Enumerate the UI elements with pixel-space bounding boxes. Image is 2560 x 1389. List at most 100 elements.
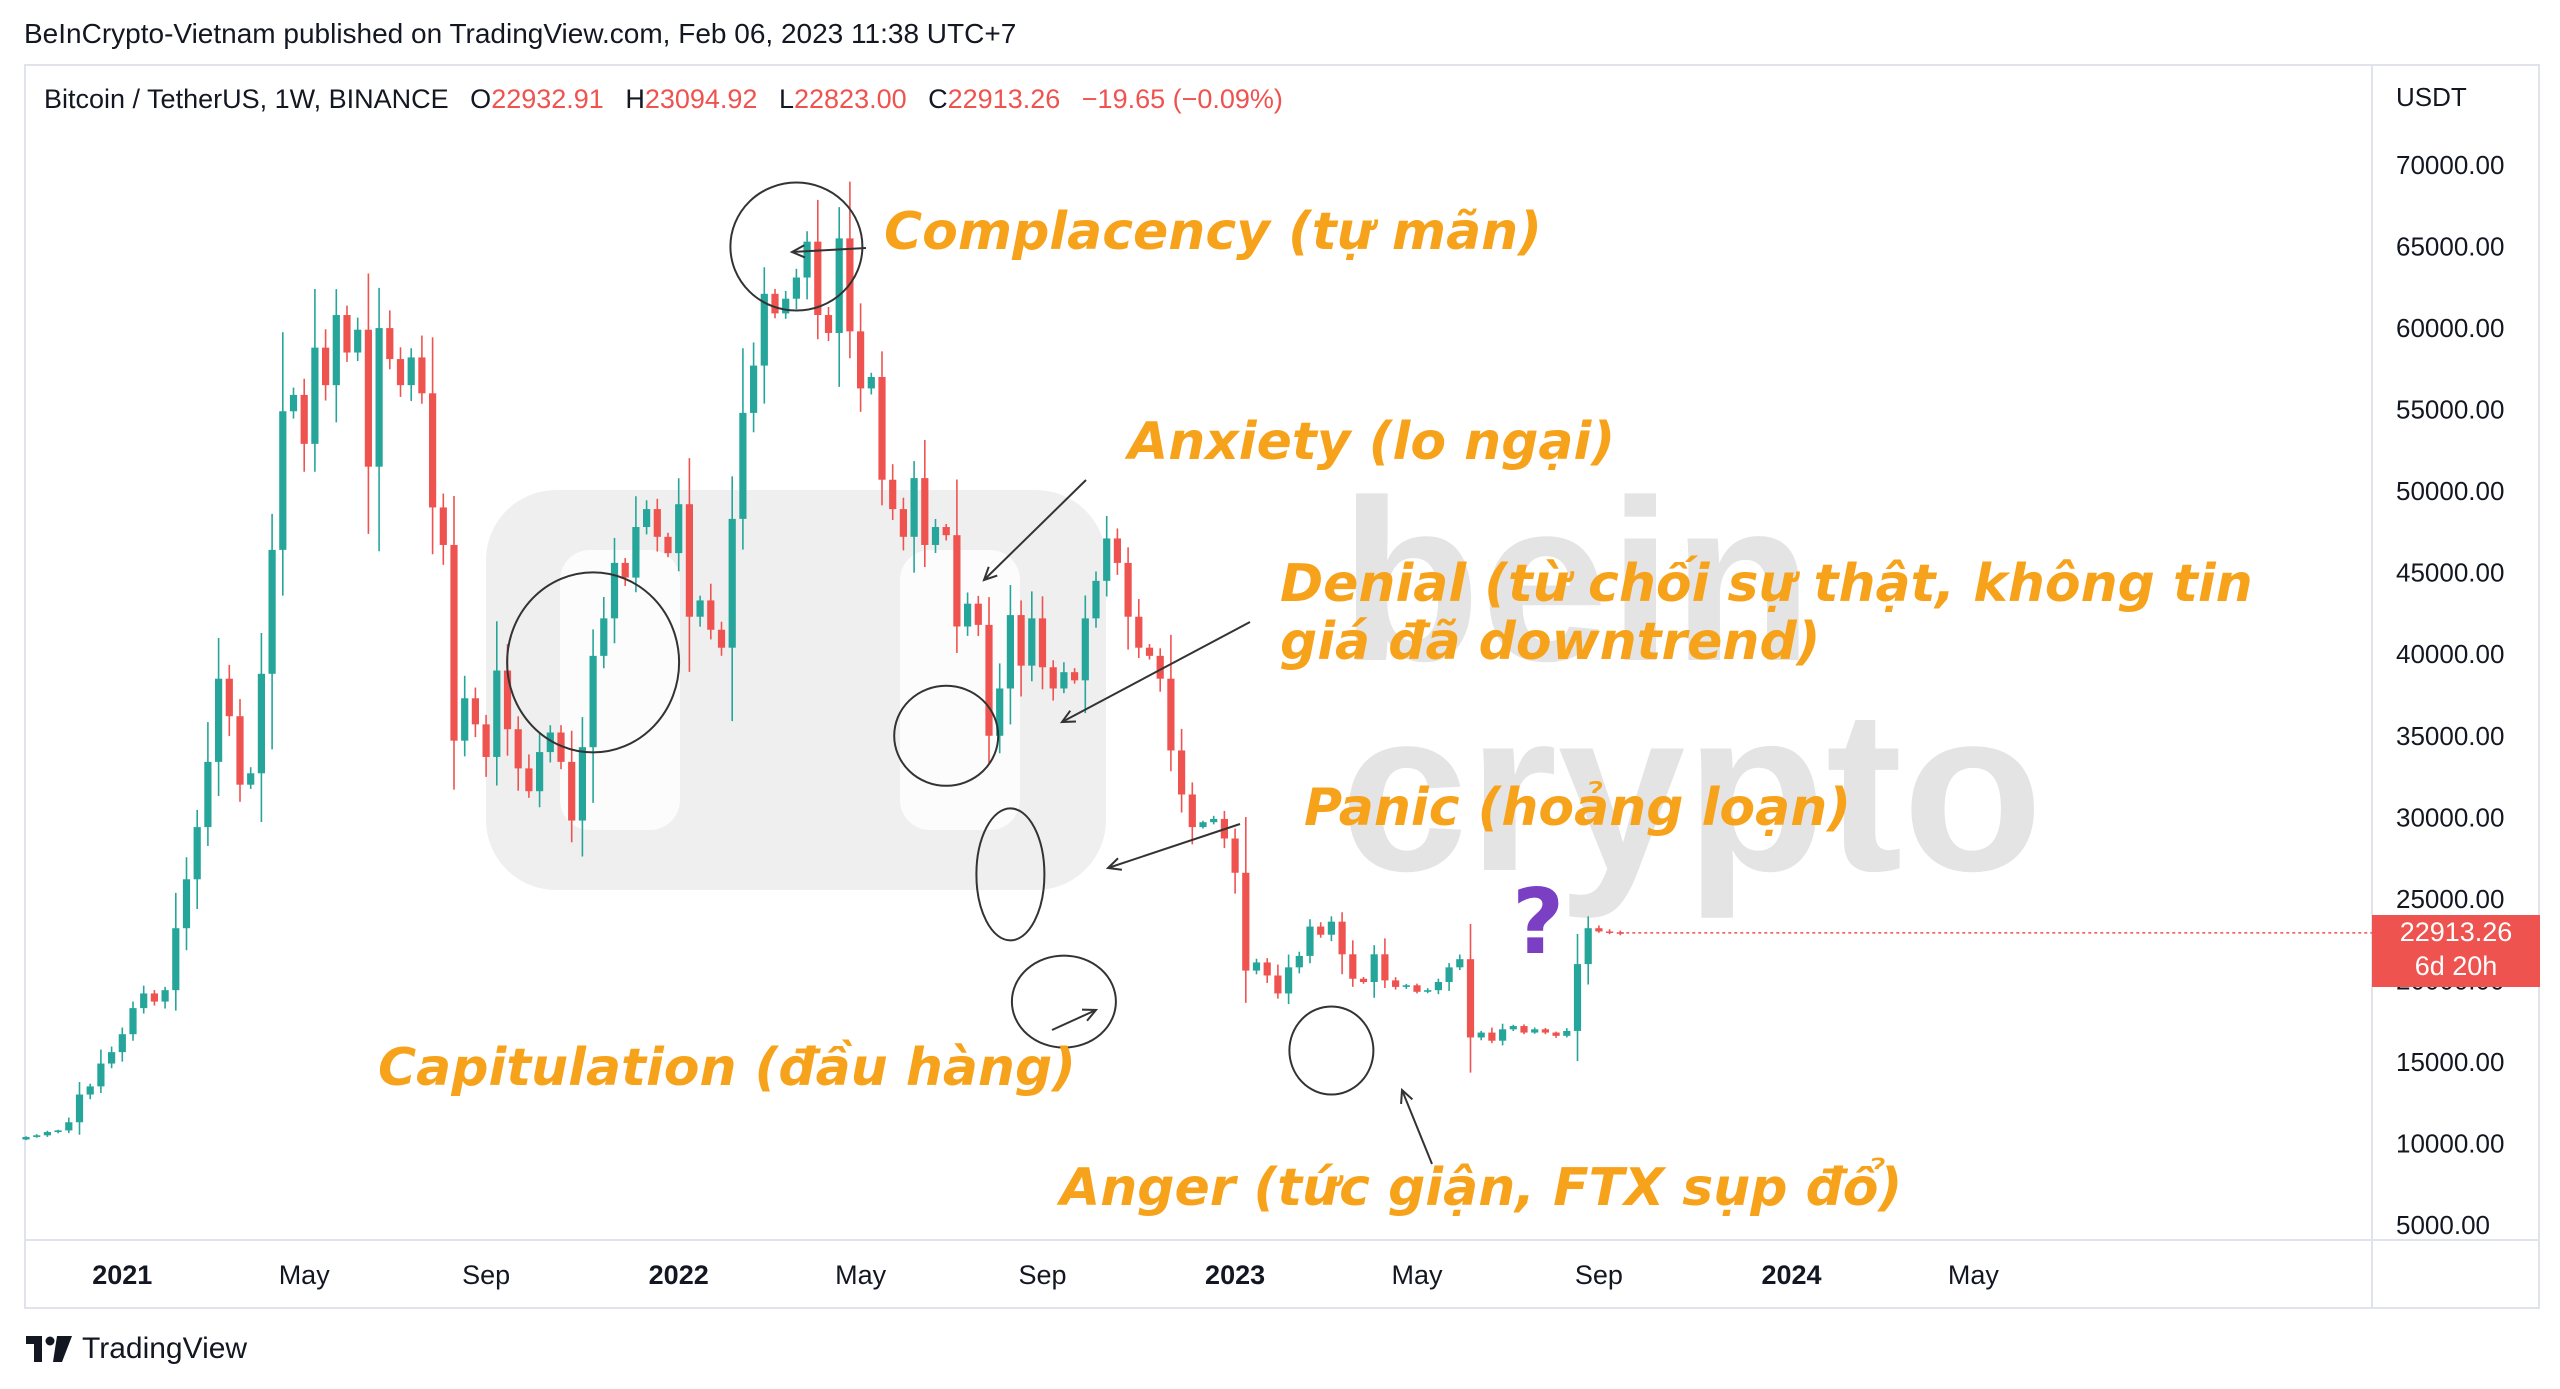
x-tick-label: May [1391,1260,1443,1290]
candle-body [964,603,972,627]
open-value: 22932.91 [491,84,604,114]
y-tick-label: 45000.00 [2396,558,2504,588]
candle-body [193,827,201,880]
candle-body [1477,1032,1485,1038]
candle-body [300,394,308,444]
candle-body [65,1122,73,1131]
candle-body [204,761,212,828]
candle-body [1178,750,1186,795]
candle-body [1188,794,1196,828]
candle-body [953,535,961,627]
candle-body [1145,647,1154,656]
candle-body [450,544,458,741]
arrow-line [1051,1009,1097,1031]
x-tick-label: May [279,1260,331,1290]
x-tick-label: May [835,1260,887,1290]
candle-body [343,315,351,353]
annotation-complacency: Complacency (tự mãn) [884,202,1542,262]
candle-body [43,1132,51,1136]
annotation-denial-line1: Denial (từ chối sự thật, không tin [1280,554,2253,614]
candle-body [22,1136,30,1140]
candle-body [643,509,651,528]
candle-body [546,732,554,753]
candle-body [771,293,779,314]
candle-body [1124,562,1132,617]
low-label: L [778,84,794,114]
candle-body [140,993,148,1009]
candle-body [1413,985,1421,992]
candle-body [557,732,565,762]
arrow-line [1061,621,1251,723]
candle-body [717,629,726,648]
candle-body [1199,822,1207,828]
candle-body [857,331,865,389]
highlight-circle [506,571,681,754]
x-tick-label: 2023 [1205,1260,1265,1290]
candle-body [1156,655,1164,679]
candle-body [461,698,469,741]
highlight-circle [893,684,1000,787]
candle-body [1295,955,1303,968]
candle-body [1092,580,1100,619]
candle-body [835,238,843,333]
arrow-head [1081,1008,1099,1022]
change-value: −19.65 (−0.09%) [1081,84,1283,114]
tradingview-footer[interactable]: TradingView [26,1332,247,1366]
candle-body [878,377,886,480]
arrow-line [1107,823,1241,869]
candle-body [247,773,255,785]
candle-body [1242,872,1250,971]
y-tick-label: 35000.00 [2396,721,2504,751]
candle-body [1167,678,1175,751]
candle-body [1049,667,1057,689]
candle-body [985,624,993,736]
x-tick-label: Sep [1575,1260,1623,1290]
annotation-panic: Panic (hoảng loạn) [1304,778,1852,838]
candle-body [75,1094,84,1123]
symbol-legend: Bitcoin / TetherUS, 1W, BINANCE O22932.9… [44,84,1283,115]
candle-body [1359,978,1368,983]
candle-body [685,504,693,617]
annotation-anxiety: Anxiety (lo ngại) [1128,412,1616,472]
candle-body [1381,954,1389,981]
candle-body [1327,921,1335,935]
question-mark: ? [1512,870,1565,975]
candle-body [1028,618,1036,666]
publish-header: BeInCrypto-Vietnam published on TradingV… [24,18,1017,49]
y-tick-label: 70000.00 [2396,150,2504,180]
candle-body [1338,921,1346,955]
y-tick-label: 65000.00 [2396,232,2504,262]
y-tick-label: 15000.00 [2396,1047,2504,1077]
candle-body [525,768,533,792]
candle-body [610,562,619,619]
watermark-word-crypto: crypto [1340,662,2043,919]
y-axis-unit: USDT [2396,82,2467,112]
symbol-name[interactable]: Bitcoin / TetherUS, 1W, BINANCE [44,84,449,114]
highlight-circle [1010,954,1117,1049]
candle-body [589,655,597,748]
x-tick-label: Sep [1018,1260,1066,1290]
candle-body [1252,962,1261,971]
arrow-head [1105,857,1123,871]
arrow-line [983,479,1087,581]
arrow-head [1059,710,1077,724]
chart-frame [24,64,2540,1309]
candle-body [332,315,340,386]
candle-body [910,478,918,537]
candle-body [1081,618,1089,681]
candle-body [1392,980,1400,987]
candle-body [429,393,437,508]
close-value: 22913.26 [947,84,1061,114]
candle-body [1263,962,1271,976]
candle-body [150,993,158,1002]
x-tick-label: May [1948,1260,2000,1290]
candle-body [1563,1030,1571,1036]
watermark-badge-cut-left [560,550,680,830]
candle-body [1488,1032,1496,1041]
candle-body [1349,954,1357,979]
candle-body [621,562,629,578]
candle-body [578,747,586,821]
highlight-circle [1288,1005,1375,1096]
candle-body [653,509,661,537]
